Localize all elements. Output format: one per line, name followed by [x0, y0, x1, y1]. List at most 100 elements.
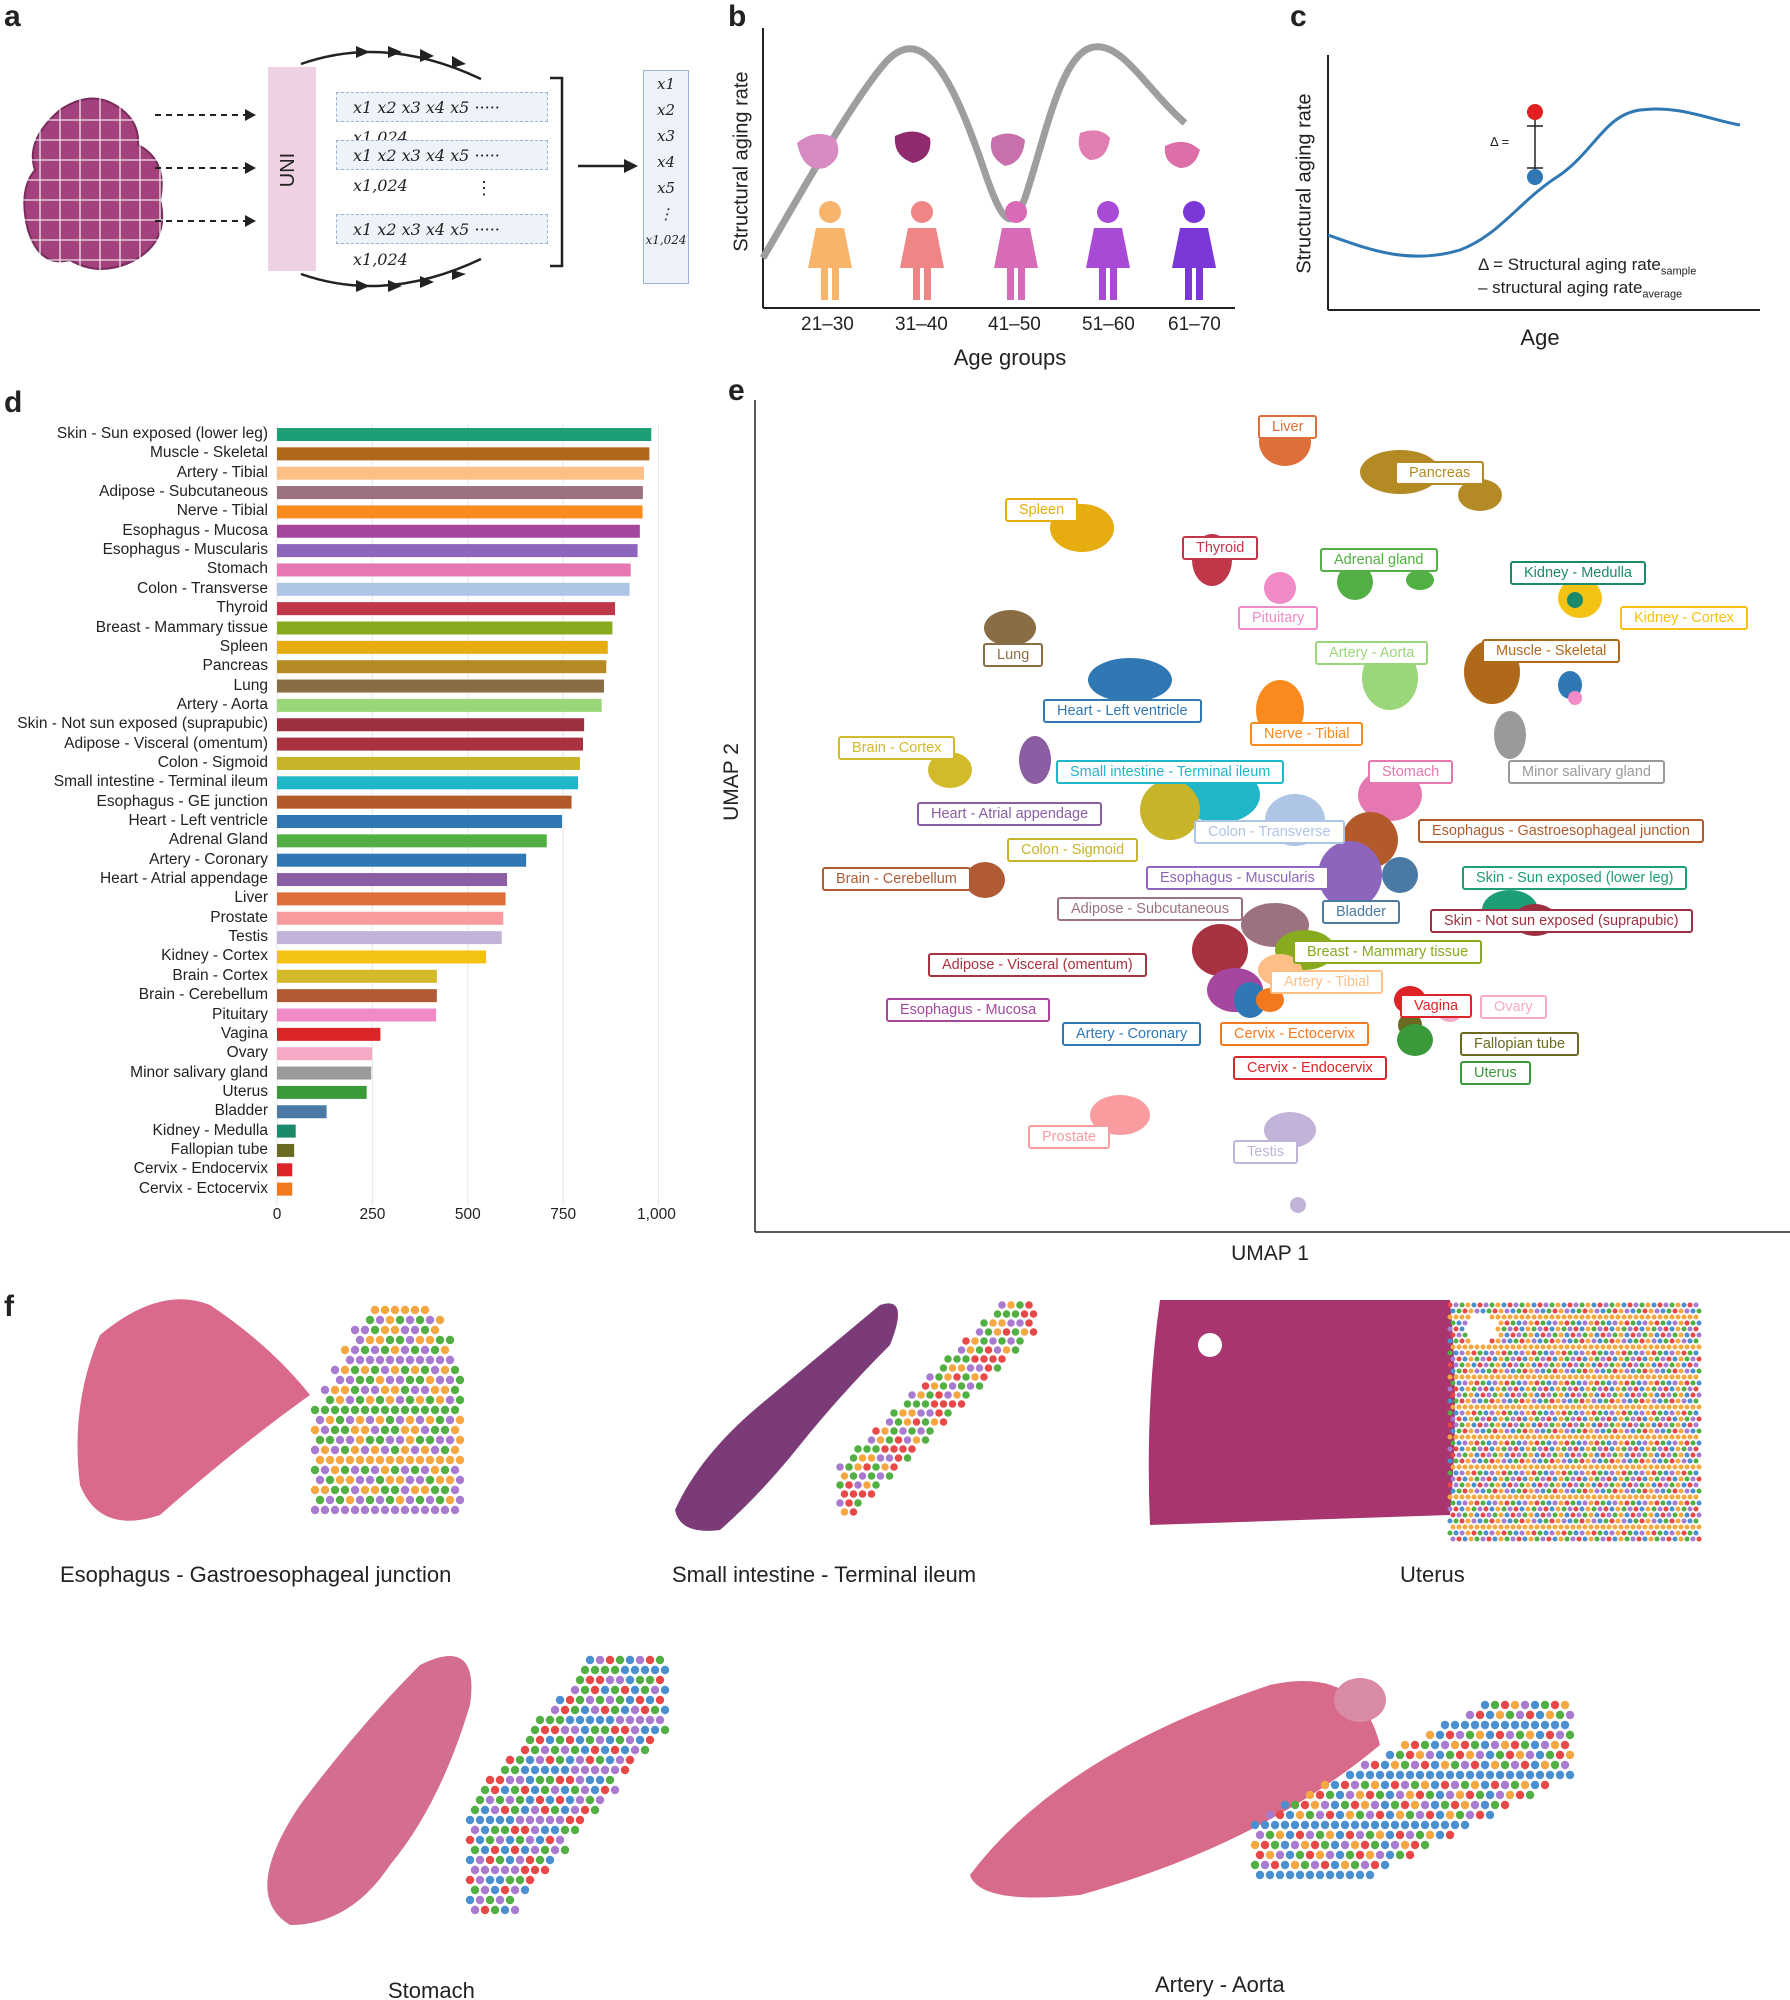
spot [1609, 1386, 1615, 1392]
spot [1636, 1428, 1642, 1434]
spot [1475, 1750, 1485, 1760]
spot [1693, 1386, 1699, 1392]
spot [1549, 1398, 1555, 1404]
spot [1573, 1302, 1579, 1308]
spot [1678, 1536, 1684, 1542]
spot [1564, 1464, 1570, 1470]
spot [1504, 1512, 1510, 1518]
spot [1430, 1760, 1440, 1770]
spot [1663, 1302, 1669, 1308]
spot [854, 1463, 862, 1471]
spot [1525, 1362, 1531, 1368]
spot [520, 1825, 530, 1835]
spot [560, 1805, 570, 1815]
spot [908, 1391, 916, 1399]
spot [1462, 1476, 1468, 1482]
spot [1603, 1338, 1609, 1344]
spot [1570, 1488, 1576, 1494]
spot [530, 1865, 540, 1875]
spot [1355, 1850, 1365, 1860]
spot [1534, 1308, 1540, 1314]
spot [1513, 1458, 1519, 1464]
spot [1639, 1518, 1645, 1524]
spot [849, 1472, 858, 1480]
spot [565, 1695, 575, 1705]
spot [1636, 1344, 1642, 1350]
spot [1654, 1440, 1660, 1446]
spot [1564, 1308, 1570, 1314]
spot [1540, 1416, 1546, 1422]
spot [1651, 1326, 1657, 1332]
spot [480, 1805, 490, 1815]
bar-chart [276, 424, 660, 1206]
spot [1495, 1434, 1501, 1440]
spot [1489, 1518, 1495, 1524]
spot [350, 1365, 360, 1375]
spot [1486, 1404, 1492, 1410]
spot [1498, 1356, 1504, 1362]
spot [1546, 1332, 1552, 1338]
spot [1693, 1506, 1699, 1512]
spot [1561, 1530, 1567, 1536]
spot [600, 1665, 610, 1675]
spot [1540, 1380, 1546, 1386]
spot [435, 1335, 445, 1345]
spot [1531, 1338, 1537, 1344]
spot [1456, 1344, 1462, 1350]
spot [1690, 1344, 1696, 1350]
spot [1485, 1750, 1495, 1760]
spot [1390, 1800, 1400, 1810]
spot [1648, 1320, 1654, 1326]
spot [360, 1325, 370, 1335]
spot [1657, 1302, 1663, 1308]
spot [420, 1345, 430, 1355]
spot [515, 1855, 525, 1865]
spot [858, 1472, 867, 1480]
spot [1513, 1494, 1519, 1500]
spot [1660, 1332, 1666, 1338]
spot [1522, 1428, 1528, 1434]
spot [1573, 1422, 1579, 1428]
spot [1528, 1308, 1534, 1314]
spot [425, 1355, 435, 1365]
spot [1636, 1476, 1642, 1482]
spot [980, 1355, 988, 1363]
spot [1621, 1494, 1627, 1500]
spot [1495, 1770, 1505, 1780]
spot [400, 1325, 410, 1335]
spot [585, 1655, 595, 1665]
bar-category-label: Artery - Tibial [176, 463, 268, 481]
bar [277, 795, 572, 809]
spot [1579, 1458, 1585, 1464]
spot [1594, 1404, 1600, 1410]
spot [1618, 1416, 1624, 1422]
umap-cluster-label: Heart - Left ventricle [1043, 699, 1202, 723]
spot [1660, 1356, 1666, 1362]
spot [1456, 1332, 1462, 1338]
spot [1507, 1506, 1513, 1512]
spot [1558, 1500, 1564, 1506]
spot [510, 1905, 520, 1915]
spot [1468, 1428, 1474, 1434]
spot [1618, 1536, 1624, 1542]
spot [1675, 1494, 1681, 1500]
spot [849, 1508, 858, 1516]
spot [1531, 1326, 1537, 1332]
spot [1453, 1482, 1459, 1488]
spot [1525, 1314, 1531, 1320]
spot [1450, 1760, 1460, 1770]
spot [1642, 1320, 1648, 1326]
spot [1552, 1404, 1558, 1410]
spot [1603, 1494, 1609, 1500]
spot [1480, 1428, 1486, 1434]
spot [1537, 1446, 1543, 1452]
spot [360, 1465, 370, 1475]
spot [1690, 1416, 1696, 1422]
spot [1495, 1338, 1501, 1344]
spot [590, 1725, 600, 1735]
spot [1645, 1446, 1651, 1452]
spot [495, 1895, 505, 1905]
spot [1651, 1494, 1657, 1500]
spot [580, 1785, 590, 1795]
spot [1561, 1518, 1567, 1524]
